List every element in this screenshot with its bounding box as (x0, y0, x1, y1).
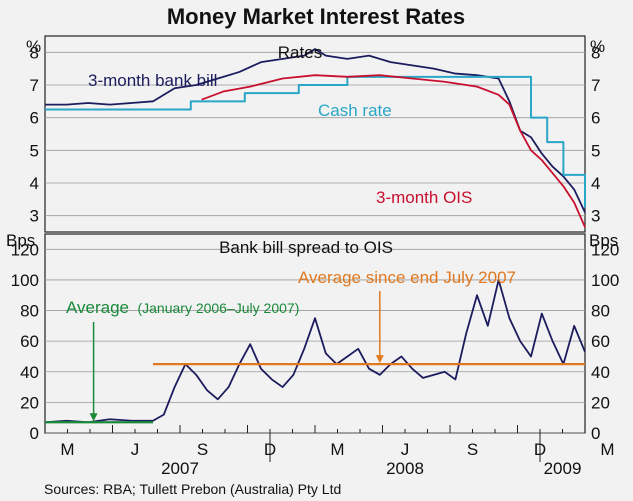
y-tick-right: 6 (591, 109, 600, 128)
plot-frames (44, 35, 586, 434)
annotation-arrows (89, 291, 384, 422)
y-tick-left: 60 (20, 332, 39, 351)
x-month-label: D (264, 440, 276, 459)
x-month-label: D (534, 440, 546, 459)
panel-frame-1 (44, 233, 586, 434)
y-tick-left: 20 (20, 393, 39, 412)
label-avg-since-2007: Average since end July 2007 (298, 268, 516, 287)
unit-right-bottom: Bps (589, 231, 618, 250)
arrowhead-avg-2006 (89, 413, 98, 422)
y-tick-right: 20 (591, 393, 610, 412)
y-tick-left: 7 (30, 76, 39, 95)
x-axis-labels: M J S D M J S D M 2007 2008 2009 (60, 440, 614, 478)
label-ois: 3-month OIS (376, 188, 472, 207)
panel-title-spread: Bank bill spread to OIS (219, 238, 393, 257)
unit-left-top: % (26, 37, 41, 56)
y-tick-right: 40 (591, 363, 610, 382)
y-tick-left: 0 (30, 424, 39, 443)
label-cash-rate: Cash rate (318, 101, 392, 120)
x-year-label: 2007 (161, 459, 199, 478)
x-month-label: J (131, 440, 140, 459)
series-line-cash-rate (45, 75, 586, 208)
x-month-label: M (60, 440, 74, 459)
y-tick-left: 120 (11, 240, 39, 259)
y-tick-right: 0 (591, 424, 600, 443)
label-avg-2006: Average (January 2006–July 2007) (66, 298, 299, 317)
x-month-label: M (600, 440, 614, 459)
avg-2006-period: (January 2006–July 2007) (137, 300, 299, 316)
unit-right-top: % (590, 37, 605, 56)
avg-2006-word: Average (66, 298, 129, 317)
y-tick-left: 80 (20, 302, 39, 321)
panel-frame-0 (44, 35, 586, 233)
series-lines (44, 48, 586, 424)
y-tick-right: 100 (591, 271, 619, 290)
y-tick-left: 100 (11, 271, 39, 290)
y-tick-right: 120 (591, 240, 619, 259)
series-line-3-month-ois (201, 74, 586, 228)
y-tick-left: 8 (30, 43, 39, 62)
y-tick-right: 3 (591, 207, 600, 226)
source-note: Sources: RBA; Tullett Prebon (Australia)… (44, 481, 341, 497)
x-month-label: M (330, 440, 344, 459)
y-tick-left: 4 (30, 174, 39, 193)
label-bank-bill: 3-month bank bill (88, 71, 217, 90)
y-tick-right: 80 (591, 302, 610, 321)
panel-title-rates: Rates (278, 43, 322, 62)
y-tick-left: 5 (30, 141, 39, 160)
x-year-label: 2008 (386, 459, 424, 478)
y-tick-left: 40 (20, 363, 39, 382)
series-line-bank-bill-spread-to-ois (44, 279, 586, 424)
x-month-label: S (467, 440, 478, 459)
series-line-3-month-bank-bill (45, 48, 586, 213)
y-tick-left: 3 (30, 207, 39, 226)
y-tick-right: 5 (591, 141, 600, 160)
x-month-label: J (401, 440, 410, 459)
x-month-label: S (197, 440, 208, 459)
unit-left-bottom: Bps (6, 231, 35, 250)
arrowhead-avg-2007 (375, 355, 384, 364)
y-tick-right: 60 (591, 332, 610, 351)
y-tick-left: 6 (30, 109, 39, 128)
chart-title: Money Market Interest Rates (167, 4, 465, 29)
y-tick-right: 7 (591, 76, 600, 95)
y-tick-right: 8 (591, 43, 600, 62)
y-tick-right: 4 (591, 174, 600, 193)
x-year-label: 2009 (544, 459, 582, 478)
